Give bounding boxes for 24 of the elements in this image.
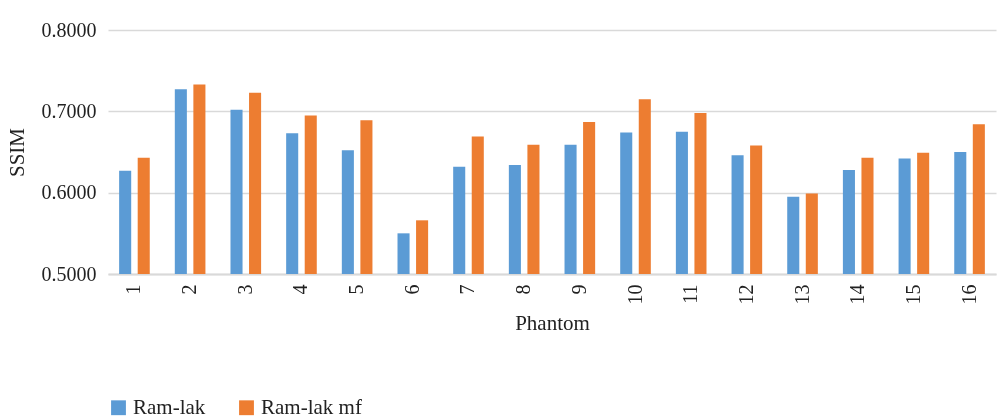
x-axis-title: Phantom (515, 310, 590, 335)
x-tick-label: 13 (790, 284, 813, 305)
y-tick-label: 0.8000 (41, 18, 97, 41)
x-tick-label: 9 (567, 284, 590, 295)
y-axis-title: SSIM (4, 127, 29, 178)
x-tick-label: 16 (957, 284, 980, 305)
x-tick-label: 1 (122, 284, 145, 295)
legend-label: Ram-lak (133, 394, 206, 419)
x-tick-label: 8 (512, 284, 535, 295)
y-tick-label: 0.5000 (41, 262, 97, 285)
x-tick-label: 6 (400, 284, 423, 295)
legend-label: Ram-lak mf (261, 394, 362, 419)
x-tick-label: 2 (178, 284, 201, 295)
x-tick-label: 4 (289, 284, 312, 295)
y-tick-label: 0.6000 (41, 181, 97, 204)
x-tick-label: 14 (846, 284, 869, 305)
x-tick-label: 10 (623, 284, 646, 305)
x-tick-label: 5 (345, 284, 368, 295)
x-tick-label: 15 (901, 284, 924, 305)
x-tick-label: 12 (734, 284, 757, 305)
y-tick-label: 0.7000 (41, 99, 97, 122)
x-tick-label: 7 (456, 284, 479, 295)
x-tick-label: 3 (233, 284, 256, 295)
x-tick-label: 11 (679, 284, 702, 304)
